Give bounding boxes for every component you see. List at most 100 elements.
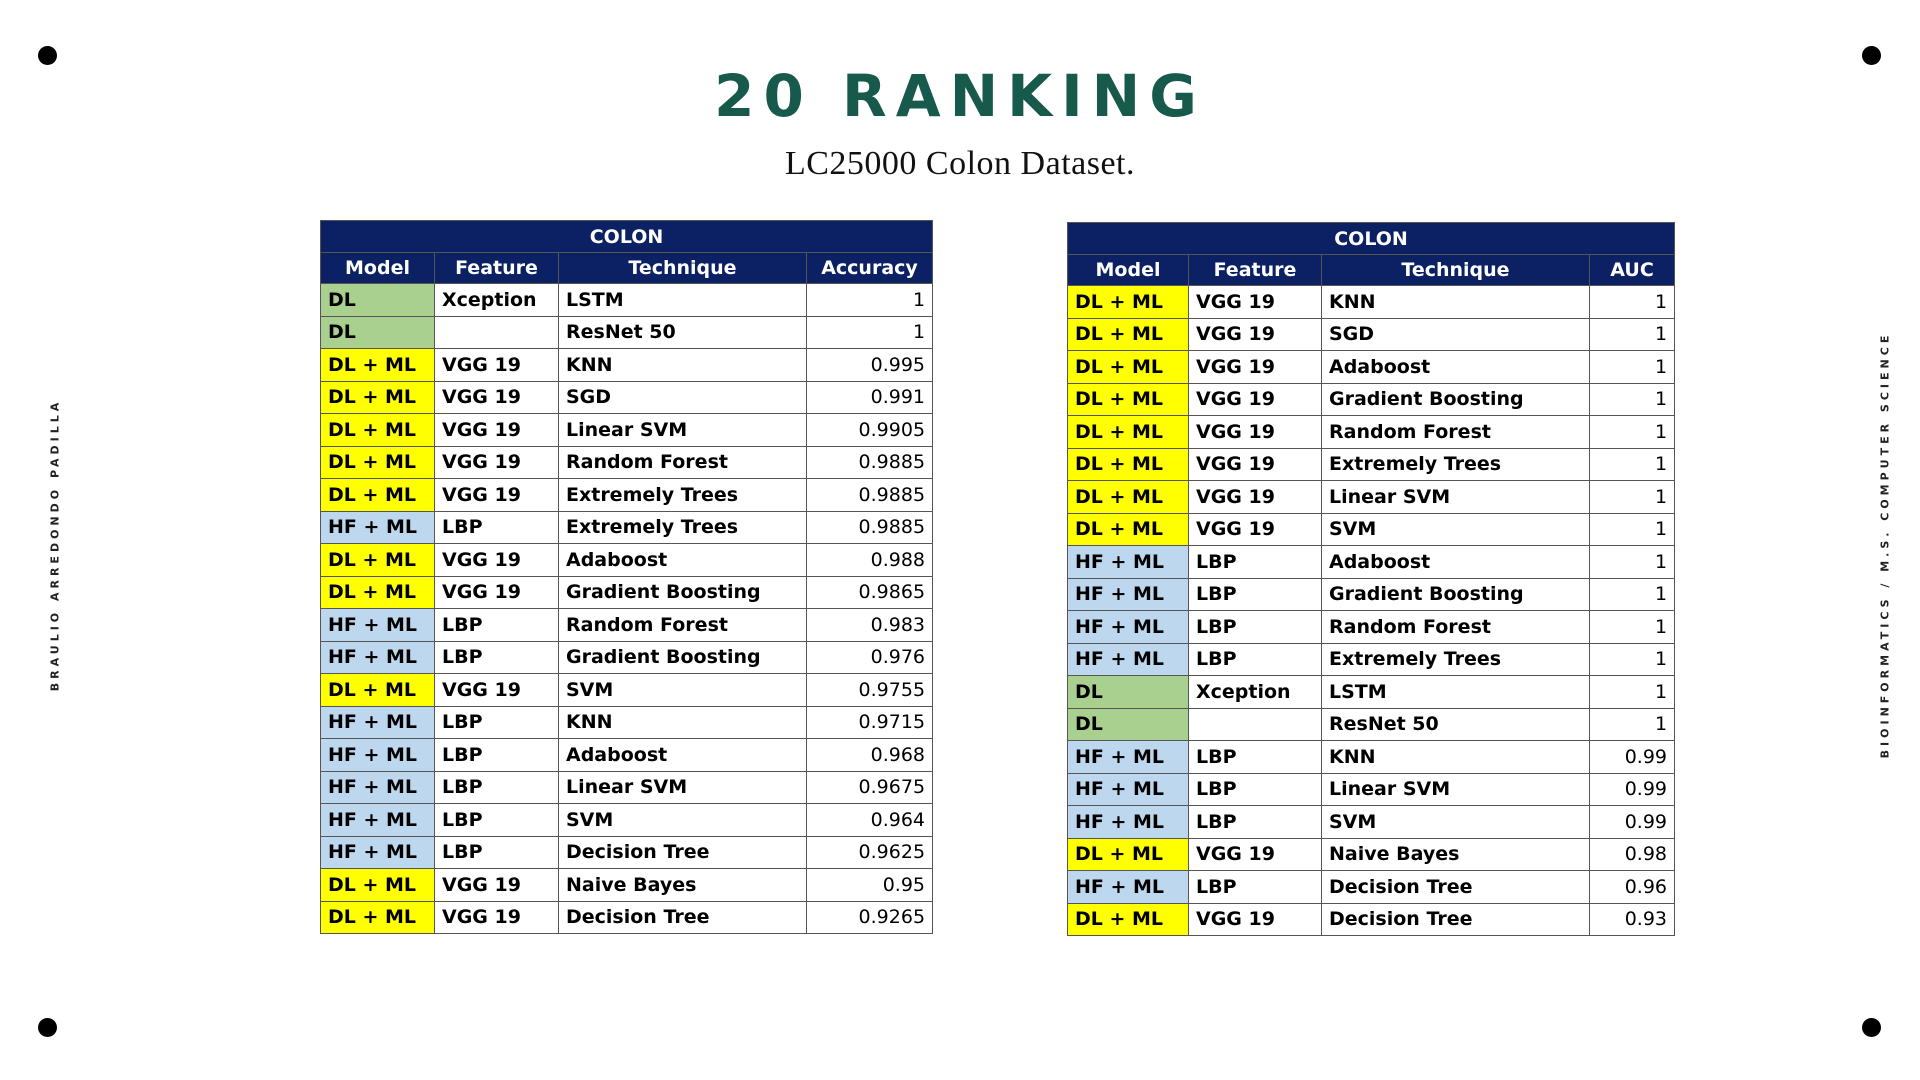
technique-cell: Extremely Trees: [1321, 447, 1590, 481]
table-row: HF + ML LBP Linear SVM 0.99: [1067, 772, 1676, 806]
technique-cell: SVM: [558, 803, 807, 837]
feature-cell: LBP: [1188, 610, 1322, 644]
feature-cell: VGG 19: [434, 868, 559, 902]
score-cell: 0.99: [1588, 740, 1676, 774]
model-cell: DL: [1067, 675, 1189, 709]
score-cell: 1: [1588, 382, 1676, 416]
feature-cell: LBP: [434, 640, 559, 674]
model-cell: HF + ML: [320, 738, 435, 772]
model-cell: HF + ML: [320, 608, 435, 642]
feature-cell: LBP: [1188, 805, 1322, 839]
table-row: DL ResNet 50 1: [1067, 707, 1676, 741]
feature-cell: VGG 19: [434, 575, 559, 609]
feature-cell: VGG 19: [434, 543, 559, 577]
feature-cell: Xception: [1188, 675, 1322, 709]
score-cell: 1: [1588, 610, 1676, 644]
auc-ranking-table: COLON Model Feature Technique AUC DL + M…: [1066, 222, 1676, 936]
score-cell: 1: [805, 283, 934, 317]
technique-cell: SGD: [558, 380, 807, 414]
feature-cell: LBP: [434, 738, 559, 772]
technique-cell: Linear SVM: [558, 413, 807, 447]
technique-cell: Random Forest: [1321, 610, 1590, 644]
feature-cell: VGG 19: [1188, 382, 1322, 416]
technique-cell: Linear SVM: [558, 770, 807, 804]
score-cell: 0.9885: [805, 445, 934, 479]
technique-cell: Gradient Boosting: [1321, 577, 1590, 611]
table-row: DL + ML VGG 19 SGD 1: [1067, 317, 1676, 351]
table-row: DL + ML VGG 19 Random Forest 1: [1067, 415, 1676, 449]
technique-cell: SVM: [558, 673, 807, 707]
model-cell: DL + ML: [1067, 415, 1189, 449]
column-header-technique: Technique: [1321, 254, 1590, 286]
feature-cell: VGG 19: [1188, 317, 1322, 351]
table-row: HF + ML LBP Linear SVM 0.9675: [320, 770, 934, 804]
score-cell: 1: [1588, 577, 1676, 611]
feature-cell: VGG 19: [434, 900, 559, 934]
column-header-feature: Feature: [1188, 254, 1322, 286]
feature-cell: VGG 19: [1188, 447, 1322, 481]
table-row: DL + ML VGG 19 Extremely Trees 1: [1067, 447, 1676, 481]
technique-cell: SVM: [1321, 512, 1590, 546]
feature-cell: LBP: [434, 705, 559, 739]
table-row: DL ResNet 50 1: [320, 315, 934, 349]
feature-cell: Xception: [434, 283, 559, 317]
feature-cell: LBP: [1188, 545, 1322, 579]
model-cell: DL + ML: [320, 543, 435, 577]
table-row: DL + ML VGG 19 Adaboost 0.988: [320, 543, 934, 577]
page-subtitle: LC25000 Colon Dataset.: [784, 145, 1136, 182]
technique-cell: Adaboost: [558, 738, 807, 772]
feature-cell: VGG 19: [434, 348, 559, 382]
technique-cell: Extremely Trees: [558, 478, 807, 512]
technique-cell: KNN: [1321, 740, 1590, 774]
technique-cell: Decision Tree: [558, 835, 807, 869]
score-cell: 1: [805, 315, 934, 349]
table-row: HF + ML LBP Gradient Boosting 0.976: [320, 640, 934, 674]
technique-cell: Naive Bayes: [1321, 837, 1590, 871]
table-row: DL Xception LSTM 1: [320, 283, 934, 317]
technique-cell: KNN: [558, 705, 807, 739]
technique-cell: LSTM: [558, 283, 807, 317]
technique-cell: Adaboost: [1321, 350, 1590, 384]
score-cell: 0.9755: [805, 673, 934, 707]
table-row: HF + ML LBP SVM 0.99: [1067, 805, 1676, 839]
score-cell: 0.964: [805, 803, 934, 837]
table-row: HF + ML LBP SVM 0.964: [320, 803, 934, 837]
model-cell: HF + ML: [320, 835, 435, 869]
model-cell: DL + ML: [1067, 447, 1189, 481]
feature-cell: LBP: [434, 803, 559, 837]
technique-cell: Gradient Boosting: [1321, 382, 1590, 416]
corner-dot-top-left: [38, 46, 57, 65]
technique-cell: Linear SVM: [1321, 772, 1590, 806]
score-cell: 0.9265: [805, 900, 934, 934]
technique-cell: Adaboost: [558, 543, 807, 577]
score-cell: 1: [1588, 545, 1676, 579]
model-cell: DL + ML: [320, 673, 435, 707]
technique-cell: Decision Tree: [1321, 902, 1590, 936]
corner-dot-top-right: [1862, 46, 1881, 65]
feature-cell: VGG 19: [1188, 480, 1322, 514]
feature-cell: VGG 19: [1188, 902, 1322, 936]
technique-cell: ResNet 50: [558, 315, 807, 349]
score-cell: 0.99: [1588, 772, 1676, 806]
score-cell: 1: [1588, 350, 1676, 384]
score-cell: 1: [1588, 512, 1676, 546]
model-cell: DL: [1067, 707, 1189, 741]
technique-cell: Gradient Boosting: [558, 575, 807, 609]
technique-cell: Adaboost: [1321, 545, 1590, 579]
technique-cell: KNN: [1321, 285, 1590, 319]
score-cell: 0.9865: [805, 575, 934, 609]
corner-dot-bottom-right: [1862, 1018, 1881, 1037]
score-cell: 0.93: [1588, 902, 1676, 936]
table-row: HF + ML LBP Decision Tree 0.96: [1067, 870, 1676, 904]
table-row: HF + ML LBP Extremely Trees 1: [1067, 642, 1676, 676]
feature-cell: VGG 19: [434, 478, 559, 512]
table-row: HF + ML LBP Adaboost 1: [1067, 545, 1676, 579]
technique-cell: LSTM: [1321, 675, 1590, 709]
column-header-feature: Feature: [434, 252, 559, 284]
score-cell: 1: [1588, 675, 1676, 709]
score-cell: 0.991: [805, 380, 934, 414]
column-header-model: Model: [320, 252, 435, 284]
score-cell: 0.995: [805, 348, 934, 382]
table-group-header: COLON: [1066, 222, 1676, 255]
score-cell: 1: [1588, 447, 1676, 481]
